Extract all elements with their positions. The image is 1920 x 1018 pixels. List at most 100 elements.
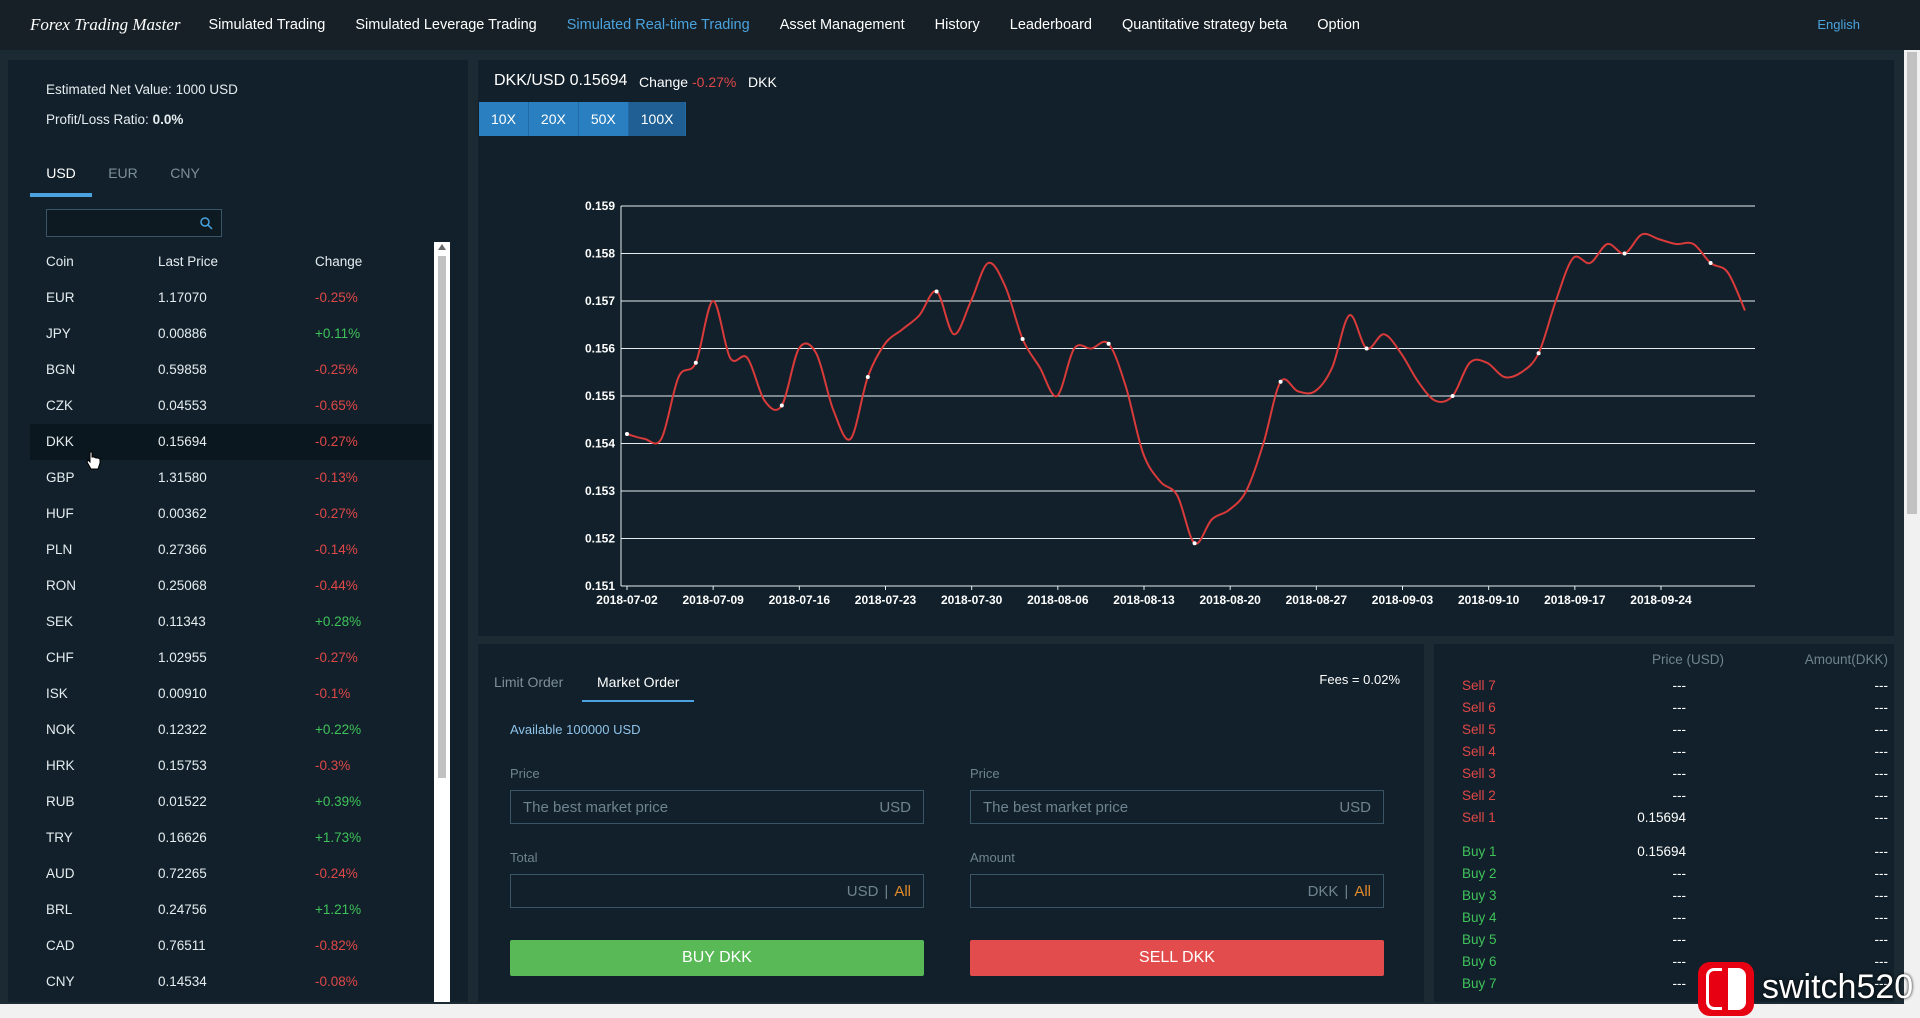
brand-logo[interactable]: Forex Trading Master xyxy=(30,15,181,34)
coin-row[interactable]: EUR 1.17070 -0.25% xyxy=(30,280,432,316)
x-tick-label: 2018-07-02 xyxy=(596,593,658,607)
coin-row[interactable]: HUF 0.00362 -0.27% xyxy=(30,496,432,532)
coin-row[interactable]: AUD 0.72265 -0.24% xyxy=(30,856,432,892)
sell-price-input[interactable]: The best market price USD xyxy=(970,790,1384,824)
buy-level-label: Buy 7 xyxy=(1462,976,1497,991)
buy-order-row[interactable]: Buy 6 --- --- xyxy=(1434,954,1894,972)
coin-row[interactable]: SEK 0.11343 +0.28% xyxy=(30,604,432,640)
coin-row[interactable]: JPY 0.00886 +0.11% xyxy=(30,316,432,352)
buy-all-button[interactable]: All xyxy=(894,883,911,900)
sell-order-row[interactable]: Sell 5 --- --- xyxy=(1434,722,1894,740)
horizontal-scrollbar[interactable] xyxy=(0,1004,1904,1018)
coin-last-price: 0.11343 xyxy=(158,614,206,629)
coin-list-scrollbar[interactable] xyxy=(434,242,450,1002)
scroll-up-arrow-icon[interactable] xyxy=(438,244,446,250)
coin-row[interactable]: RUB 0.01522 +0.39% xyxy=(30,784,432,820)
data-point xyxy=(1536,351,1541,356)
buy-price-input[interactable]: The best market price USD xyxy=(510,790,924,824)
coin-row[interactable]: CNY 0.14534 -0.08% xyxy=(30,964,432,1000)
coin-row[interactable]: BGN 0.59858 -0.25% xyxy=(30,352,432,388)
coin-row[interactable]: NOK 0.12322 +0.22% xyxy=(30,712,432,748)
coin-row[interactable]: BRL 0.24756 +1.21% xyxy=(30,892,432,928)
buy-order-row[interactable]: Buy 3 --- --- xyxy=(1434,888,1894,906)
top-nav-bar: Forex Trading Master Simulated Trading S… xyxy=(0,0,1920,50)
header-change: Change xyxy=(315,254,363,269)
coin-change: -0.82% xyxy=(315,938,358,953)
sell-order-row[interactable]: Sell 2 --- --- xyxy=(1434,788,1894,806)
leverage-100x-button[interactable]: 100X xyxy=(628,102,687,136)
price-chart[interactable]: 0.151 0.152 0.153 0.154 0.155 0.156 0.157 0.158… xyxy=(478,60,1894,636)
coin-row[interactable]: GBP 1.31580 -0.13% xyxy=(30,460,432,496)
tab-market-order[interactable]: Market Order xyxy=(597,674,680,690)
order-book-amount-header: Amount(DKK) xyxy=(1804,652,1888,667)
nav-simulated-trading[interactable]: Simulated Trading xyxy=(208,17,326,33)
nav-simulated-leverage-trading[interactable]: Simulated Leverage Trading xyxy=(355,17,537,33)
y-tick-label: 0.154 xyxy=(585,437,615,451)
x-tick-label: 2018-08-20 xyxy=(1199,593,1261,607)
buy-order-row[interactable]: Buy 1 0.15694 --- xyxy=(1434,844,1894,862)
buy-order-row[interactable]: Buy 2 --- --- xyxy=(1434,866,1894,884)
sell-button[interactable]: SELL DKK xyxy=(970,940,1384,976)
coin-search-input[interactable] xyxy=(46,209,222,237)
coin-row[interactable]: CHF 1.02955 -0.27% xyxy=(30,640,432,676)
coin-row[interactable]: RON 0.25068 -0.44% xyxy=(30,568,432,604)
buy-button[interactable]: BUY DKK xyxy=(510,940,924,976)
coin-last-price: 0.24756 xyxy=(158,902,207,917)
tab-usd[interactable]: USD xyxy=(30,165,92,195)
tab-limit-order[interactable]: Limit Order xyxy=(494,674,564,690)
buy-order-row[interactable]: Buy 7 --- --- xyxy=(1434,976,1894,994)
joycon-right-shape xyxy=(1728,968,1746,1010)
buy-total-input[interactable]: USD | All xyxy=(510,874,924,908)
coin-row[interactable]: CAD 0.76511 -0.82% xyxy=(30,928,432,964)
coin-list: EUR 1.17070 -0.25% JPY 0.00886 +0.11% BGN 0.598… xyxy=(30,280,432,1000)
coin-change: -0.25% xyxy=(315,290,358,305)
y-tick-label: 0.156 xyxy=(585,342,615,356)
sell-all-button[interactable]: All xyxy=(1354,883,1371,900)
nav-asset-management[interactable]: Asset Management xyxy=(779,17,905,33)
sell-level-amount: --- xyxy=(1874,678,1889,693)
coin-name: CZK xyxy=(46,398,73,413)
coin-row[interactable]: TRY 0.16626 +1.73% xyxy=(30,820,432,856)
tab-cny[interactable]: CNY xyxy=(170,165,200,181)
coin-name: BGN xyxy=(46,362,76,377)
tab-eur[interactable]: EUR xyxy=(108,165,138,181)
coin-row[interactable]: DKK 0.15694 -0.27% xyxy=(30,424,432,460)
coin-change: -0.27% xyxy=(315,434,358,449)
nav-history[interactable]: History xyxy=(934,17,980,33)
language-selector[interactable]: English xyxy=(1817,17,1860,32)
coin-list-scroll-thumb[interactable] xyxy=(438,256,446,778)
nav-quantitative-strategy[interactable]: Quantitative strategy beta xyxy=(1122,17,1288,33)
sell-order-row[interactable]: Sell 1 0.15694 --- xyxy=(1434,810,1894,828)
coin-last-price: 0.25068 xyxy=(158,578,207,593)
buy-order-row[interactable]: Buy 5 --- --- xyxy=(1434,932,1894,950)
coin-change: -0.3% xyxy=(315,758,351,773)
sell-order-row[interactable]: Sell 7 --- --- xyxy=(1434,678,1894,696)
sell-order-row[interactable]: Sell 6 --- --- xyxy=(1434,700,1894,718)
coin-last-price: 0.00910 xyxy=(158,686,207,701)
nav-simulated-realtime-trading[interactable]: Simulated Real-time Trading xyxy=(566,17,750,33)
coin-last-price: 0.15694 xyxy=(158,434,207,449)
leverage-10x-button[interactable]: 10X xyxy=(479,102,529,136)
nav-leaderboard[interactable]: Leaderboard xyxy=(1009,17,1092,33)
x-tick-label: 2018-07-30 xyxy=(941,593,1003,607)
sell-amount-input[interactable]: DKK | All xyxy=(970,874,1384,908)
nav-option[interactable]: Option xyxy=(1317,17,1360,33)
sell-amount-label: Amount xyxy=(970,850,1015,865)
search-icon[interactable] xyxy=(199,216,213,230)
coin-row[interactable]: PLN 0.27366 -0.14% xyxy=(30,532,432,568)
page-scrollbar[interactable] xyxy=(1904,50,1920,1018)
sell-order-row[interactable]: Sell 4 --- --- xyxy=(1434,744,1894,762)
leverage-50x-button[interactable]: 50X xyxy=(578,102,629,136)
sell-level-amount: --- xyxy=(1874,722,1889,737)
coin-row[interactable]: HRK 0.15753 -0.3% xyxy=(30,748,432,784)
price-series-line xyxy=(626,232,1746,545)
coin-row[interactable]: CZK 0.04553 -0.65% xyxy=(30,388,432,424)
coin-row[interactable]: ISK 0.00910 -0.1% xyxy=(30,676,432,712)
sell-level-price: 0.15694 xyxy=(1637,810,1686,825)
leverage-20x-button[interactable]: 20X xyxy=(528,102,579,136)
buy-order-row[interactable]: Buy 4 --- --- xyxy=(1434,910,1894,928)
coin-change: -0.08% xyxy=(315,974,358,989)
sell-order-row[interactable]: Sell 3 --- --- xyxy=(1434,766,1894,784)
page-scroll-thumb[interactable] xyxy=(1907,52,1917,514)
x-tick-label: 2018-07-16 xyxy=(769,593,831,607)
